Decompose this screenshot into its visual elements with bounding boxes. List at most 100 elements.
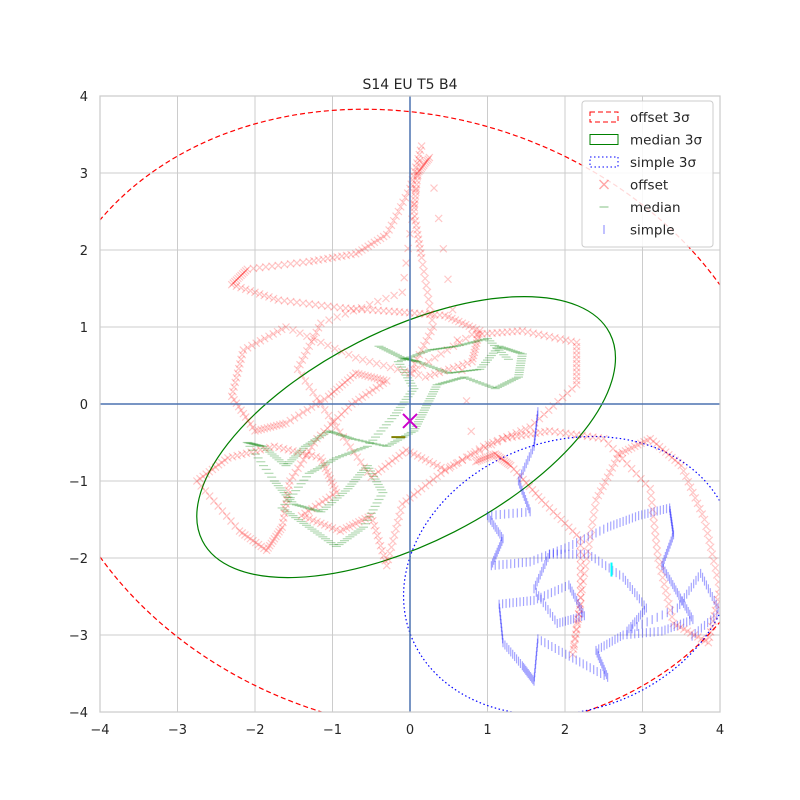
offset-point xyxy=(246,534,255,543)
offset-point xyxy=(320,427,328,436)
offset-point xyxy=(630,442,639,451)
offset-point xyxy=(493,437,502,446)
offset-point xyxy=(425,302,434,311)
offset-point xyxy=(410,167,419,176)
offset-point xyxy=(323,341,332,350)
offset-point xyxy=(398,448,407,457)
offset-point xyxy=(519,475,528,484)
offset-point xyxy=(422,281,431,290)
offset-point xyxy=(415,350,424,359)
offset-point xyxy=(663,593,672,602)
offset-point xyxy=(412,221,421,230)
offset-point xyxy=(294,411,303,420)
offset-point xyxy=(540,331,548,340)
offset-point xyxy=(493,436,502,445)
offset-point xyxy=(260,334,269,343)
offset-point xyxy=(391,454,400,463)
offset-point xyxy=(569,642,578,651)
offset-point xyxy=(297,371,306,380)
offset-point xyxy=(592,496,600,505)
offset-point xyxy=(376,541,385,550)
offset-point xyxy=(249,264,258,273)
offset-point xyxy=(373,531,382,540)
offset-point xyxy=(409,171,418,180)
offset-point xyxy=(370,238,379,247)
offset-point xyxy=(280,260,289,269)
offset-point xyxy=(235,527,244,535)
offset-point xyxy=(446,462,455,471)
offset-point xyxy=(576,587,585,596)
offset-point xyxy=(420,341,428,350)
offset-point xyxy=(390,291,399,300)
offset-point xyxy=(314,323,323,332)
offset-point xyxy=(292,298,301,307)
offset-point xyxy=(473,457,482,465)
offset-point xyxy=(282,500,290,509)
offset-point xyxy=(434,214,443,223)
offset-point xyxy=(365,300,374,309)
offset-point xyxy=(545,504,554,512)
offset-point xyxy=(351,369,360,378)
offset-point xyxy=(549,507,558,516)
offset-point xyxy=(330,417,339,426)
offset-point xyxy=(303,450,311,459)
offset-point xyxy=(291,468,300,477)
offset-point xyxy=(333,313,342,321)
offset-point xyxy=(478,330,486,338)
offset-point xyxy=(388,457,397,465)
offset-point xyxy=(373,236,382,245)
offset-point xyxy=(472,339,481,348)
offset-point xyxy=(382,561,391,570)
offset-point xyxy=(458,456,467,465)
offset-point xyxy=(499,455,507,464)
offset-point xyxy=(277,325,286,334)
offset-point xyxy=(498,328,507,337)
offset-point xyxy=(279,514,288,522)
offset-point xyxy=(390,307,399,316)
offset-point xyxy=(342,524,351,532)
offset-point xyxy=(299,299,307,308)
offset-point xyxy=(205,492,214,500)
offset-point xyxy=(491,450,500,458)
offset-point xyxy=(304,507,313,515)
offset-point xyxy=(272,421,281,430)
offset-point xyxy=(357,303,366,312)
offset-point xyxy=(453,336,462,345)
offset-point xyxy=(231,378,240,387)
offset-point xyxy=(429,323,438,331)
offset-point xyxy=(241,285,250,294)
offset-point xyxy=(413,487,422,496)
offset-point xyxy=(301,509,309,518)
offset-point xyxy=(658,445,667,454)
offset-point xyxy=(495,453,504,462)
offset-point xyxy=(214,502,223,510)
offset-point xyxy=(313,434,321,443)
offset-point xyxy=(572,372,581,381)
x-tick-label: −3 xyxy=(168,723,187,738)
offset-point xyxy=(240,268,249,277)
offset-point xyxy=(435,311,444,319)
offset-point xyxy=(680,625,688,634)
offset-point xyxy=(303,405,312,414)
offset-point xyxy=(440,366,449,375)
offset-point xyxy=(384,459,393,468)
offset-point xyxy=(232,282,241,291)
offset-point xyxy=(382,230,391,239)
offset-point xyxy=(328,524,337,532)
offset-point xyxy=(449,342,458,351)
offset-point xyxy=(458,360,467,369)
offset-point xyxy=(265,332,273,341)
offset-point xyxy=(581,562,590,571)
offset-point xyxy=(278,420,287,428)
offset-point xyxy=(330,485,339,494)
offset-point xyxy=(589,510,598,519)
offset-point xyxy=(374,306,383,315)
offset-point xyxy=(330,344,339,353)
offset-point xyxy=(540,427,549,436)
offset-point xyxy=(576,554,585,563)
offset-point xyxy=(537,496,546,505)
offset-point xyxy=(328,490,337,499)
offset-point xyxy=(637,474,645,483)
offset-point xyxy=(409,207,418,216)
offset-point xyxy=(407,180,416,189)
